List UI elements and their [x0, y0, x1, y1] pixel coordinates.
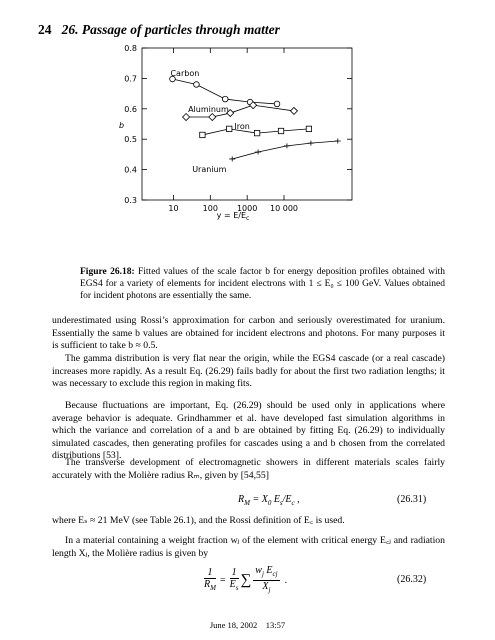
y-tick-label: 0.4 [124, 166, 137, 175]
marker [283, 143, 290, 149]
x-tick-label: 10 000 [270, 204, 298, 213]
eq-sum: ∑ [240, 572, 252, 588]
paragraph: The gamma distribution is very flat near… [52, 353, 445, 390]
caption-text: Fitted values of the scale factor b for … [80, 267, 446, 302]
paragraph: Because fluctuations are important, Eq. … [52, 400, 445, 462]
marker [208, 112, 217, 122]
marker [277, 127, 285, 135]
paragraph: In a material containing a weight fracti… [52, 535, 445, 559]
series-label: Aluminum [188, 105, 229, 114]
eq-sub: M [244, 499, 250, 507]
page-footer: June 18, 2002 13:57 [209, 620, 286, 630]
marker [193, 81, 200, 88]
eq-num: w [255, 565, 262, 576]
marker [229, 156, 236, 162]
eq-num: 1 [204, 567, 216, 579]
figure-caption: Figure 26.18: Fitted values of the scale… [80, 266, 445, 303]
series-label: Carbon [170, 69, 199, 78]
eq-den: X [262, 581, 269, 592]
x-tick-label: 10 [168, 204, 178, 213]
eq-sub: s [279, 499, 283, 507]
x-axis-label-sub: c [246, 215, 249, 222]
paragraph: The transverse development of electromag… [52, 457, 445, 481]
eq-den: E [229, 579, 236, 590]
series-line [232, 140, 338, 160]
equation-number: (26.31) [397, 494, 427, 505]
eq-part: , [294, 494, 300, 505]
marker [182, 112, 191, 122]
eq-part: R [238, 494, 245, 505]
marker [199, 131, 206, 139]
marker [289, 106, 299, 115]
marker [273, 100, 281, 108]
x-axis-label-main: y = E/E [217, 211, 246, 220]
marker [226, 108, 235, 118]
marker [249, 101, 258, 110]
y-tick-label: 0.5 [124, 135, 137, 144]
eq-sub: j [268, 586, 271, 594]
y-axis-label: b [119, 121, 124, 130]
eq-num: E [263, 565, 273, 576]
y-tick-label: 0.3 [124, 196, 137, 205]
equation-number: (26.32) [397, 574, 427, 585]
marker [255, 149, 262, 155]
y-tick-label: 0.8 [124, 44, 137, 53]
marker [305, 125, 313, 132]
series-label: Iron [234, 122, 249, 131]
eq-sub: c [291, 499, 295, 507]
paragraph: underestimated using Rossi’s approximati… [52, 315, 445, 352]
eq-sub: s [235, 584, 239, 592]
y-tick-label: 0.6 [124, 105, 137, 114]
marker [226, 125, 233, 132]
page-number: 24 [38, 22, 52, 37]
marker [169, 75, 176, 83]
section-title: 26. Passage of particles through matter [61, 22, 280, 37]
eq-part: E [271, 494, 280, 505]
marker [307, 140, 314, 146]
page-header: 24 26. Passage of particles through matt… [38, 22, 280, 38]
paragraph: where Eₛ ≈ 21 MeV (see Table 26.1), and … [52, 515, 345, 526]
eq-sub: j [261, 570, 264, 578]
eq-sub: M [210, 584, 216, 592]
y-tick-label: 0.7 [124, 74, 137, 83]
eq-end: . [284, 575, 288, 586]
eq-part: = X [249, 494, 268, 505]
eq-num: 1 [229, 567, 239, 579]
x-tick-label: 100 [203, 204, 218, 213]
eq-den: R [204, 579, 211, 590]
x-axis-label: y = E/Ec [217, 211, 250, 222]
chart: b y = E/Ec 0.3 0.4 0.5 0.6 0.7 0.8 10 100 1000 10… [119, 44, 353, 222]
marker [222, 95, 229, 103]
equation: 1 RM = 1 Es ∑ wj Ecj Xj . [202, 565, 287, 596]
eq-part: /E [282, 494, 292, 505]
eq-sub: cj [272, 570, 278, 578]
eq-sub: 0 [267, 499, 272, 507]
marker [253, 130, 261, 137]
equation: RM = X0 Es/Ec , [238, 494, 300, 507]
eq-sign: = [219, 575, 226, 586]
x-tick-label: 1000 [237, 204, 257, 213]
caption-label: Figure 26.18: [80, 267, 135, 277]
marker [334, 138, 341, 144]
series-label: Uranium [192, 165, 226, 174]
